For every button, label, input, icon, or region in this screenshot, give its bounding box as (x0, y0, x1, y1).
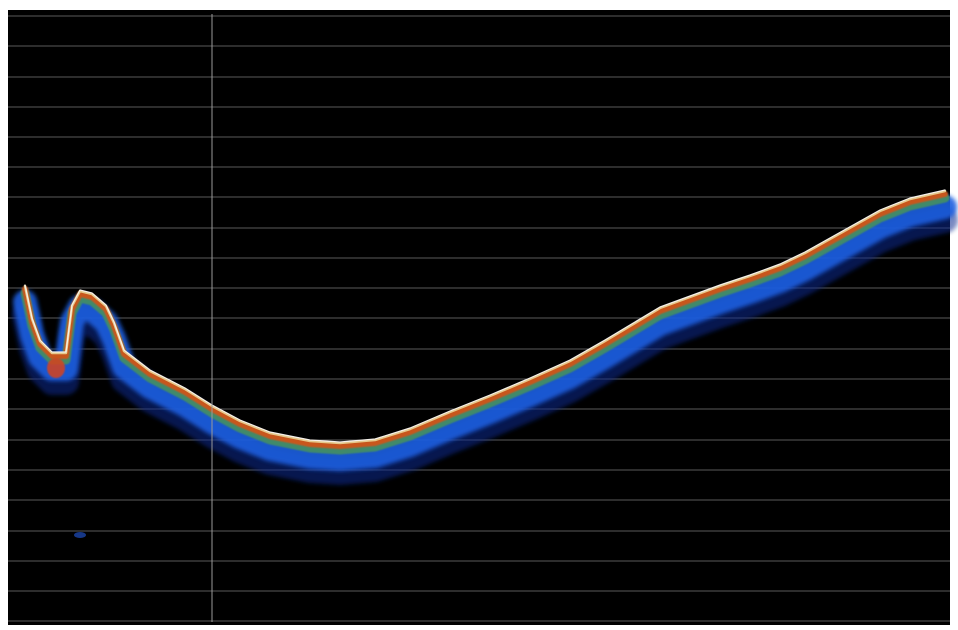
echo-hotspot (47, 358, 65, 378)
echo-speck (74, 532, 86, 538)
echogram-screen (0, 0, 958, 630)
page (0, 0, 958, 630)
